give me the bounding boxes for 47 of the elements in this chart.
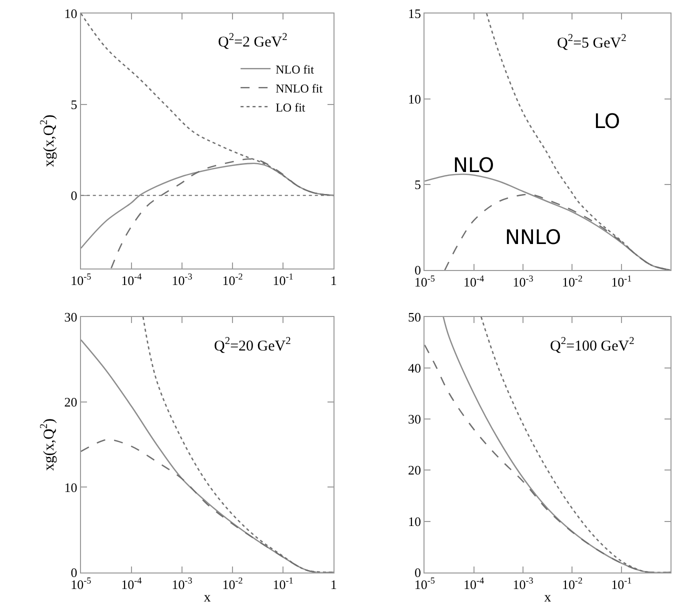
annotation: LO [594,109,620,133]
y-tick-label: 15 [408,6,422,21]
x-tick-label: 10$^{-2}$ [222,576,244,592]
x-axis-title: x [204,590,211,606]
y-tick-label: 0 [414,564,422,580]
x-tick-label: 10$^{-5}$ [70,271,92,288]
annotation: NLO [453,153,494,177]
y-tick-label: 30 [408,412,422,427]
y-tick-label: 50 [408,309,422,324]
x-tick-label: 10$^{-4}$ [464,273,485,290]
x-tick-label: 10$^{-2}$ [562,273,583,290]
x-tick-label: 10$^{-1}$ [611,576,632,592]
x-tick-label: 10$^{-3}$ [172,576,193,592]
x-tick-label: 10$^{-2}$ [222,271,244,288]
annotation: Q$^{2}$=20 GeV$^{2}$ [214,336,291,354]
x-tick-label: 10$^{-4}$ [464,576,485,592]
legend-label: LO fit [276,100,306,114]
y-tick-label: 10 [408,91,422,106]
y-tick-label: 20 [64,394,78,410]
y-tick-label: 0 [414,262,422,278]
annotation: Q$^{2}$=100 GeV$^{2}$ [550,336,634,354]
annotation: Q$^{2}$=5 GeV$^{2}$ [557,33,626,52]
x-tick-label: 10$^{-3}$ [172,271,193,288]
y-tick-label: 10 [408,514,422,529]
annotation: NNLO [505,225,562,249]
y-tick-label: 20 [408,462,422,478]
x-tick-label: 10$^{-1}$ [611,273,632,290]
x-tick-label: 10$^{-4}$ [121,271,142,288]
y-tick-label: 5 [70,96,78,112]
x-tick-label: 1 [330,272,337,288]
y-tick-label: 10 [64,480,78,495]
x-tick-label: 10$^{-3}$ [512,576,534,592]
x-tick-label: 10$^{-3}$ [512,273,534,290]
y-tick-label: 10 [64,6,78,21]
x-tick-label: 1 [330,577,337,592]
annotation: Q$^{2}$=2 GeV$^{2}$ [218,32,288,50]
x-axis-title: x [544,590,552,606]
x-tick-label: 10$^{-2}$ [562,576,583,592]
legend-label: NNLO fit [276,81,324,96]
x-tick-label: 10$^{-1}$ [272,576,294,592]
y-tick-label: 5 [414,177,422,192]
y-tick-label: 40 [408,360,422,376]
legend-label: NLO fit [276,62,315,76]
x-tick-label: 10$^{-4}$ [121,576,142,592]
y-tick-label: 30 [64,309,78,324]
x-tick-label: 10$^{-1}$ [272,271,294,288]
y-tick-label: 0 [70,188,78,204]
